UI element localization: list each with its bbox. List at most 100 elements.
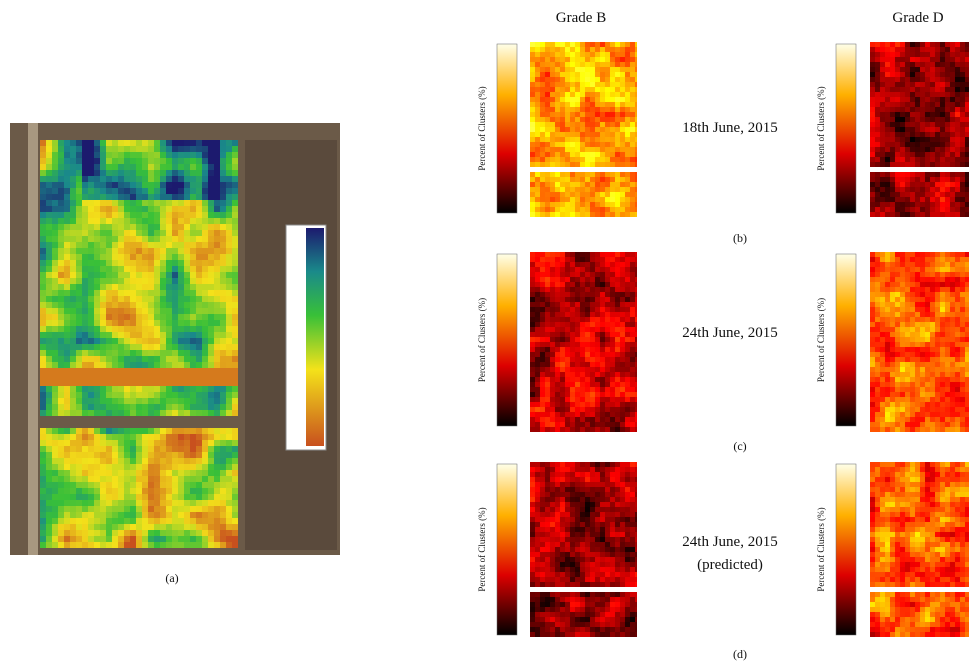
- yield-cell: [124, 446, 130, 452]
- heat-cell: [610, 162, 615, 167]
- heat-cell: [965, 382, 969, 387]
- yield-cell: [88, 260, 94, 266]
- heat-cell: [965, 312, 969, 317]
- heat-cell: [560, 197, 565, 202]
- heat-cell: [585, 77, 590, 82]
- heat-cell: [560, 162, 565, 167]
- heat-cell: [535, 187, 540, 192]
- yield-cell: [226, 140, 232, 146]
- yield-cell: [100, 194, 106, 200]
- heat-cell: [630, 92, 635, 97]
- heat-cell: [535, 362, 540, 367]
- heat-cell: [960, 47, 965, 52]
- yield-cell: [70, 410, 76, 416]
- heat-cell: [550, 67, 555, 72]
- yield-cell: [88, 296, 94, 302]
- colorbar: [497, 44, 517, 213]
- heat-cell: [635, 397, 637, 402]
- heat-cell: [615, 127, 620, 132]
- yield-cell: [124, 164, 130, 170]
- heat-cell: [900, 337, 905, 342]
- yield-cell: [148, 284, 154, 290]
- heat-cell: [540, 267, 545, 272]
- yield-cell: [232, 404, 238, 410]
- yield-cell: [94, 464, 100, 470]
- heat-cell: [630, 417, 635, 422]
- yield-cell: [64, 530, 70, 536]
- heat-cell: [600, 122, 605, 127]
- yield-cell: [130, 152, 136, 158]
- yield-cell: [46, 344, 52, 350]
- heat-cell: [920, 312, 925, 317]
- yield-cell: [124, 140, 130, 146]
- heat-cell: [590, 87, 595, 92]
- heat-cell: [900, 297, 905, 302]
- yield-cell: [166, 320, 172, 326]
- heat-cell: [565, 122, 570, 127]
- yield-cell: [208, 434, 214, 440]
- yield-cell: [118, 272, 124, 278]
- heat-cell: [560, 67, 565, 72]
- yield-cell: [166, 314, 172, 320]
- heat-cell: [910, 302, 915, 307]
- heat-cell: [880, 347, 885, 352]
- yield-cell: [76, 494, 82, 500]
- heat-cell: [570, 337, 575, 342]
- heat-cell: [560, 352, 565, 357]
- yield-cell: [58, 248, 64, 254]
- heat-cell: [625, 382, 630, 387]
- yield-cell: [166, 254, 172, 260]
- yield-cell: [124, 158, 130, 164]
- heat-cell: [910, 322, 915, 327]
- yield-cell: [214, 470, 220, 476]
- heat-cell: [585, 267, 590, 272]
- yield-cell: [190, 488, 196, 494]
- yield-cell: [64, 434, 70, 440]
- yield-cell: [226, 464, 232, 470]
- heat-cell: [875, 182, 880, 187]
- heat-cell: [910, 332, 915, 337]
- heat-cell: [595, 322, 600, 327]
- heat-cell: [565, 177, 570, 182]
- yield-cell: [214, 512, 220, 518]
- heat-cell: [545, 202, 550, 207]
- yield-cell: [190, 332, 196, 338]
- heat-cell: [595, 72, 600, 77]
- heat-cell: [890, 112, 895, 117]
- yield-cell: [58, 362, 64, 368]
- yield-cell: [46, 434, 52, 440]
- yield-cell: [166, 494, 172, 500]
- yield-cell: [208, 518, 214, 524]
- heat-cell: [600, 157, 605, 162]
- heat-cell: [925, 67, 930, 72]
- yield-cell: [214, 242, 220, 248]
- heat-cell: [555, 402, 560, 407]
- yield-cell: [82, 302, 88, 308]
- heat-cell: [910, 62, 915, 67]
- heat-cell: [920, 202, 925, 207]
- heat-cell: [635, 202, 637, 207]
- heat-cell: [960, 77, 965, 82]
- heat-cell: [635, 157, 637, 162]
- yield-cell: [64, 296, 70, 302]
- heat-cell: [900, 52, 905, 57]
- heat-cell: [565, 357, 570, 362]
- yield-cell: [226, 338, 232, 344]
- heat-cell: [545, 127, 550, 132]
- heat-cell: [630, 127, 635, 132]
- heat-cell: [585, 282, 590, 287]
- heat-cell: [590, 267, 595, 272]
- heat-cell: [550, 382, 555, 387]
- yield-cell: [100, 254, 106, 260]
- yield-cell: [88, 380, 94, 386]
- heat-cell: [530, 357, 535, 362]
- heat-cell: [545, 257, 550, 262]
- yield-cell: [172, 512, 178, 518]
- yield-cell: [46, 248, 52, 254]
- yield-cell: [118, 206, 124, 212]
- heat-cell: [540, 127, 545, 132]
- heat-cell: [530, 352, 535, 357]
- heat-cell: [610, 47, 615, 52]
- heat-cell: [620, 152, 625, 157]
- heat-cell: [590, 112, 595, 117]
